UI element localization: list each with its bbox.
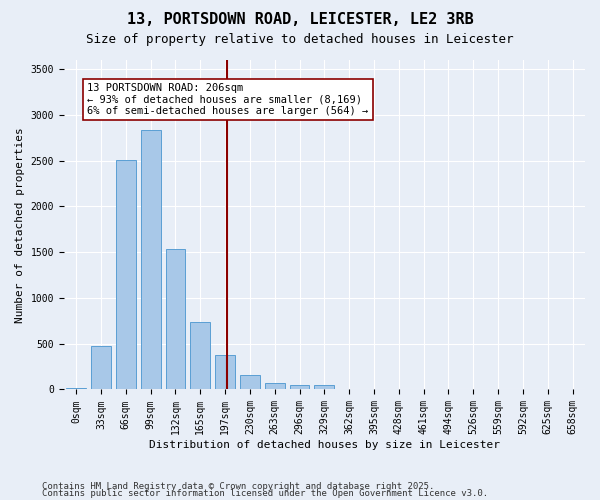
Text: Size of property relative to detached houses in Leicester: Size of property relative to detached ho… [86, 32, 514, 46]
Text: 13, PORTSDOWN ROAD, LEICESTER, LE2 3RB: 13, PORTSDOWN ROAD, LEICESTER, LE2 3RB [127, 12, 473, 28]
Bar [265, 383, 284, 390]
X-axis label: Distribution of detached houses by size in Leicester: Distribution of detached houses by size … [149, 440, 500, 450]
Text: Contains HM Land Registry data © Crown copyright and database right 2025.: Contains HM Land Registry data © Crown c… [42, 482, 434, 491]
Text: Contains public sector information licensed under the Open Government Licence v3: Contains public sector information licen… [42, 490, 488, 498]
Text: 13 PORTSDOWN ROAD: 206sqm
← 93% of detached houses are smaller (8,169)
6% of sem: 13 PORTSDOWN ROAD: 206sqm ← 93% of detac… [88, 83, 368, 116]
Bar [166, 250, 185, 390]
Bar [190, 322, 210, 390]
Bar [240, 376, 260, 390]
Bar [91, 346, 111, 390]
Bar [141, 130, 161, 390]
Bar [290, 385, 310, 390]
Bar [116, 160, 136, 390]
Y-axis label: Number of detached properties: Number of detached properties [15, 127, 25, 322]
Bar [66, 388, 86, 390]
Bar [215, 354, 235, 390]
Bar [314, 386, 334, 390]
